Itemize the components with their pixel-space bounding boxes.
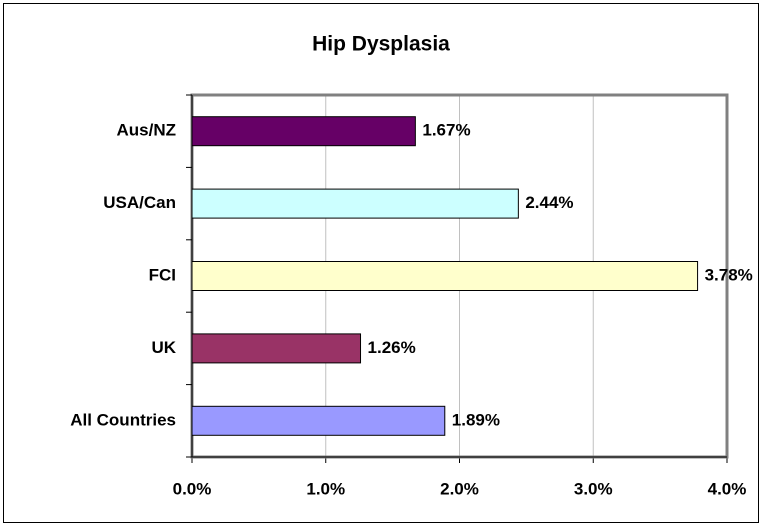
bar (191, 333, 362, 364)
y-tick-label: FCI (149, 265, 176, 284)
value-label: 3.78% (705, 265, 753, 284)
bar (191, 116, 416, 147)
x-tick-label: 3.0% (574, 479, 613, 498)
x-tick-label: 0.0% (173, 479, 212, 498)
value-label: 1.67% (422, 121, 470, 140)
bar (191, 405, 446, 436)
value-label: 2.44% (525, 193, 573, 212)
y-tick-label: Aus/NZ (117, 121, 177, 140)
y-tick-label: USA/Can (103, 193, 176, 212)
value-label: 1.89% (452, 410, 500, 429)
y-tick-label: All Countries (70, 410, 176, 429)
chart-title: Hip Dysplasia (312, 33, 450, 56)
x-tick-label: 4.0% (708, 479, 747, 498)
value-label: 1.26% (368, 338, 416, 357)
x-tick-label: 1.0% (306, 479, 345, 498)
x-tick-label: 2.0% (440, 479, 479, 498)
bar (191, 188, 519, 219)
bar (191, 261, 699, 291)
y-tick-label: UK (151, 338, 176, 357)
